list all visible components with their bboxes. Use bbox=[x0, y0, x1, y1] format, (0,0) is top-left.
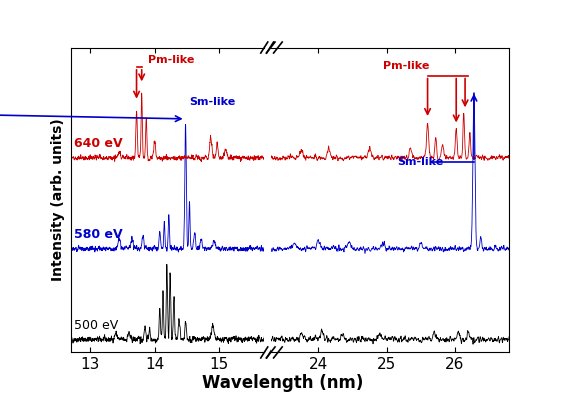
Text: Wavelength (nm): Wavelength (nm) bbox=[202, 374, 364, 392]
Text: 640 eV: 640 eV bbox=[74, 137, 123, 150]
Y-axis label: Intensity (arb. units): Intensity (arb. units) bbox=[51, 119, 65, 281]
Text: Pm-like: Pm-like bbox=[148, 55, 195, 65]
Text: Pm-like: Pm-like bbox=[383, 61, 430, 71]
Text: 580 eV: 580 eV bbox=[74, 228, 123, 241]
Text: Sm-like: Sm-like bbox=[397, 157, 443, 167]
Text: Sm-like: Sm-like bbox=[189, 97, 235, 107]
Text: 500 eV: 500 eV bbox=[74, 319, 118, 332]
